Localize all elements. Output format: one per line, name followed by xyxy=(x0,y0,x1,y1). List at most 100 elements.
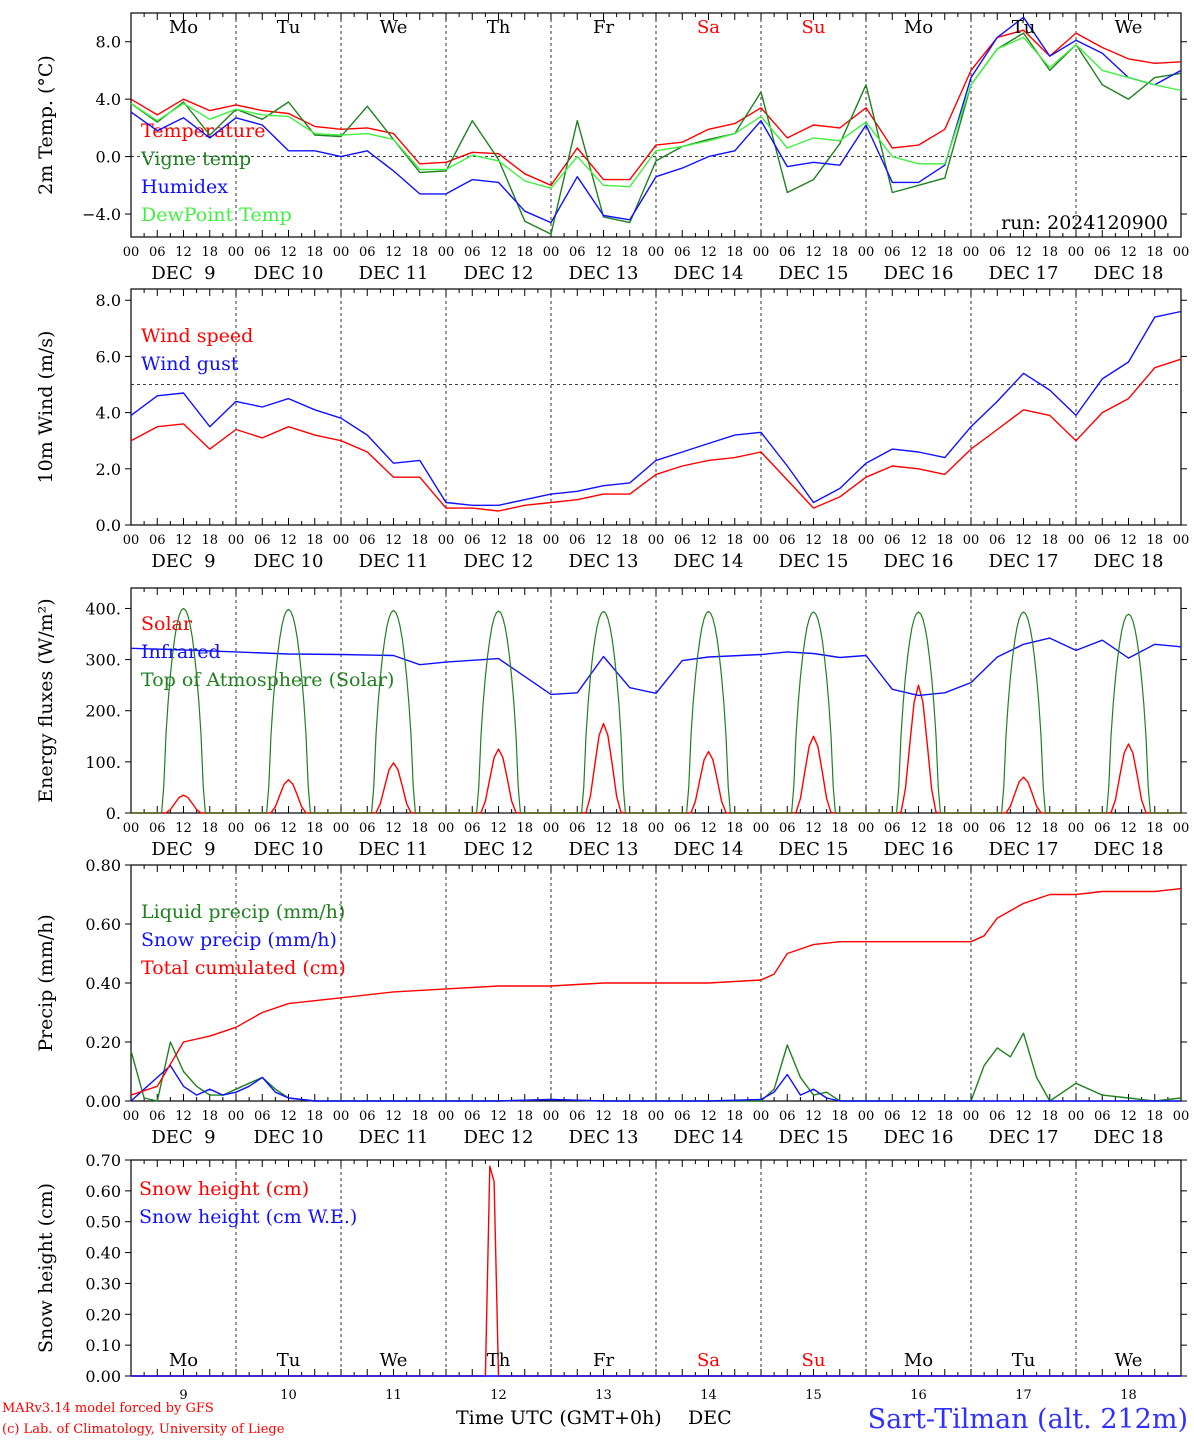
hour-label: 00 xyxy=(753,245,770,260)
y-tick-label: 0.30 xyxy=(85,1274,121,1293)
hour-label: 06 xyxy=(884,533,901,548)
date-label: DEC 9 xyxy=(151,551,215,572)
hour-label: 06 xyxy=(359,1109,376,1124)
date-label: DEC 13 xyxy=(569,263,639,284)
y-tick-label: 0.40 xyxy=(85,1244,121,1263)
hour-label: 12 xyxy=(1120,1109,1137,1124)
hour-label: 18 xyxy=(621,533,638,548)
hour-label: 06 xyxy=(569,533,586,548)
day-number: 18 xyxy=(1120,1388,1137,1403)
weekday-label: Sa xyxy=(697,17,720,38)
day-number: 10 xyxy=(280,1388,297,1403)
hour-label: 00 xyxy=(963,1109,980,1124)
station-name: Sart-Tilman (alt. 212m) xyxy=(868,1404,1188,1435)
hour-label: 18 xyxy=(411,533,428,548)
hour-label: 18 xyxy=(516,533,533,548)
y-axis-title: 2m Temp. (°C) xyxy=(35,55,57,195)
date-label: DEC 12 xyxy=(464,551,534,572)
legend-entry: Wind speed xyxy=(141,325,253,347)
hour-label: 18 xyxy=(516,821,533,836)
run-label: run: 2024120900 xyxy=(1001,212,1168,234)
hour-label: 12 xyxy=(595,533,612,548)
hour-label: 12 xyxy=(1120,533,1137,548)
series-line xyxy=(130,1064,1181,1102)
hour-label: 18 xyxy=(936,533,953,548)
date-label: DEC 13 xyxy=(569,839,639,860)
toa-curve xyxy=(866,611,971,814)
y-tick-label: 200. xyxy=(85,702,121,721)
date-label: DEC 18 xyxy=(1094,839,1164,860)
hour-label: 06 xyxy=(359,821,376,836)
hour-label: 06 xyxy=(149,821,166,836)
series-line xyxy=(130,887,1182,1096)
hour-label: 06 xyxy=(359,533,376,548)
date-label: DEC 15 xyxy=(779,551,849,572)
y-tick-label: 300. xyxy=(85,651,121,670)
hour-label: 06 xyxy=(149,1109,166,1124)
hour-label: 18 xyxy=(1146,1109,1163,1124)
date-label: DEC 15 xyxy=(779,839,849,860)
date-label: DEC 9 xyxy=(151,263,215,284)
date-label: DEC 13 xyxy=(569,1127,639,1148)
date-label: DEC 17 xyxy=(989,551,1059,572)
y-tick-label: 0.20 xyxy=(85,1305,121,1324)
hour-label: 06 xyxy=(149,533,166,548)
weekday-label: We xyxy=(380,17,408,38)
hour-label: 00 xyxy=(858,533,875,548)
y-tick-label: 0.60 xyxy=(85,1182,121,1201)
hour-label: 06 xyxy=(569,821,586,836)
hour-label: 06 xyxy=(464,821,481,836)
hour-label: 00 xyxy=(1068,245,1085,260)
weekday-label: We xyxy=(1115,1350,1143,1371)
hour-label: 18 xyxy=(621,821,638,836)
hour-label: 06 xyxy=(254,821,271,836)
hour-label: 12 xyxy=(1015,245,1032,260)
hour-label: 18 xyxy=(831,245,848,260)
hour-label: 18 xyxy=(831,821,848,836)
toa-curve xyxy=(446,610,551,814)
hour-label: 06 xyxy=(1094,1109,1111,1124)
hour-label: 06 xyxy=(1094,245,1111,260)
date-label: DEC 17 xyxy=(989,263,1059,284)
legend-entry: Snow precip (mm/h) xyxy=(141,929,337,951)
hour-label: 00 xyxy=(333,821,350,836)
legend-entry: Temperature xyxy=(141,120,265,142)
day-number: 16 xyxy=(910,1388,927,1403)
hour-label: 06 xyxy=(884,821,901,836)
hour-label: 00 xyxy=(228,245,245,260)
date-label: DEC 18 xyxy=(1094,263,1164,284)
hour-label: 18 xyxy=(726,533,743,548)
series-line xyxy=(130,637,1182,697)
hour-label: 12 xyxy=(595,245,612,260)
y-tick-label: 100. xyxy=(85,753,121,772)
hour-label: 06 xyxy=(674,821,691,836)
date-label: DEC 14 xyxy=(674,263,744,284)
hour-label: 12 xyxy=(1120,245,1137,260)
y-tick-label: 0.70 xyxy=(85,1151,121,1170)
hour-label: 06 xyxy=(569,1109,586,1124)
hour-label: 12 xyxy=(700,821,717,836)
hour-label: 00 xyxy=(543,533,560,548)
toa-curve xyxy=(656,610,761,814)
hour-label: 12 xyxy=(1015,533,1032,548)
hour-label: 18 xyxy=(621,245,638,260)
weekday-label: Tu xyxy=(1012,17,1036,38)
toa-curve xyxy=(1076,613,1181,814)
hour-label: 12 xyxy=(175,821,192,836)
hour-label: 18 xyxy=(306,533,323,548)
hour-label: 00 xyxy=(753,533,770,548)
legend-entry: Snow height (cm W.E.) xyxy=(139,1206,357,1228)
date-label: DEC 17 xyxy=(989,1127,1059,1148)
hour-label: 12 xyxy=(910,245,927,260)
weekday-label: Th xyxy=(487,17,511,38)
hour-label: 18 xyxy=(936,821,953,836)
date-label: DEC 14 xyxy=(674,551,744,572)
weekday-label: Tu xyxy=(277,1350,301,1371)
weekday-label: Su xyxy=(802,1350,826,1371)
hour-label: 18 xyxy=(306,1109,323,1124)
weekday-label: Th xyxy=(487,1350,511,1371)
series-line xyxy=(130,32,1182,235)
date-label: DEC 9 xyxy=(151,839,215,860)
y-tick-label: 0.0 xyxy=(96,148,121,167)
date-label: DEC 15 xyxy=(779,1127,849,1148)
